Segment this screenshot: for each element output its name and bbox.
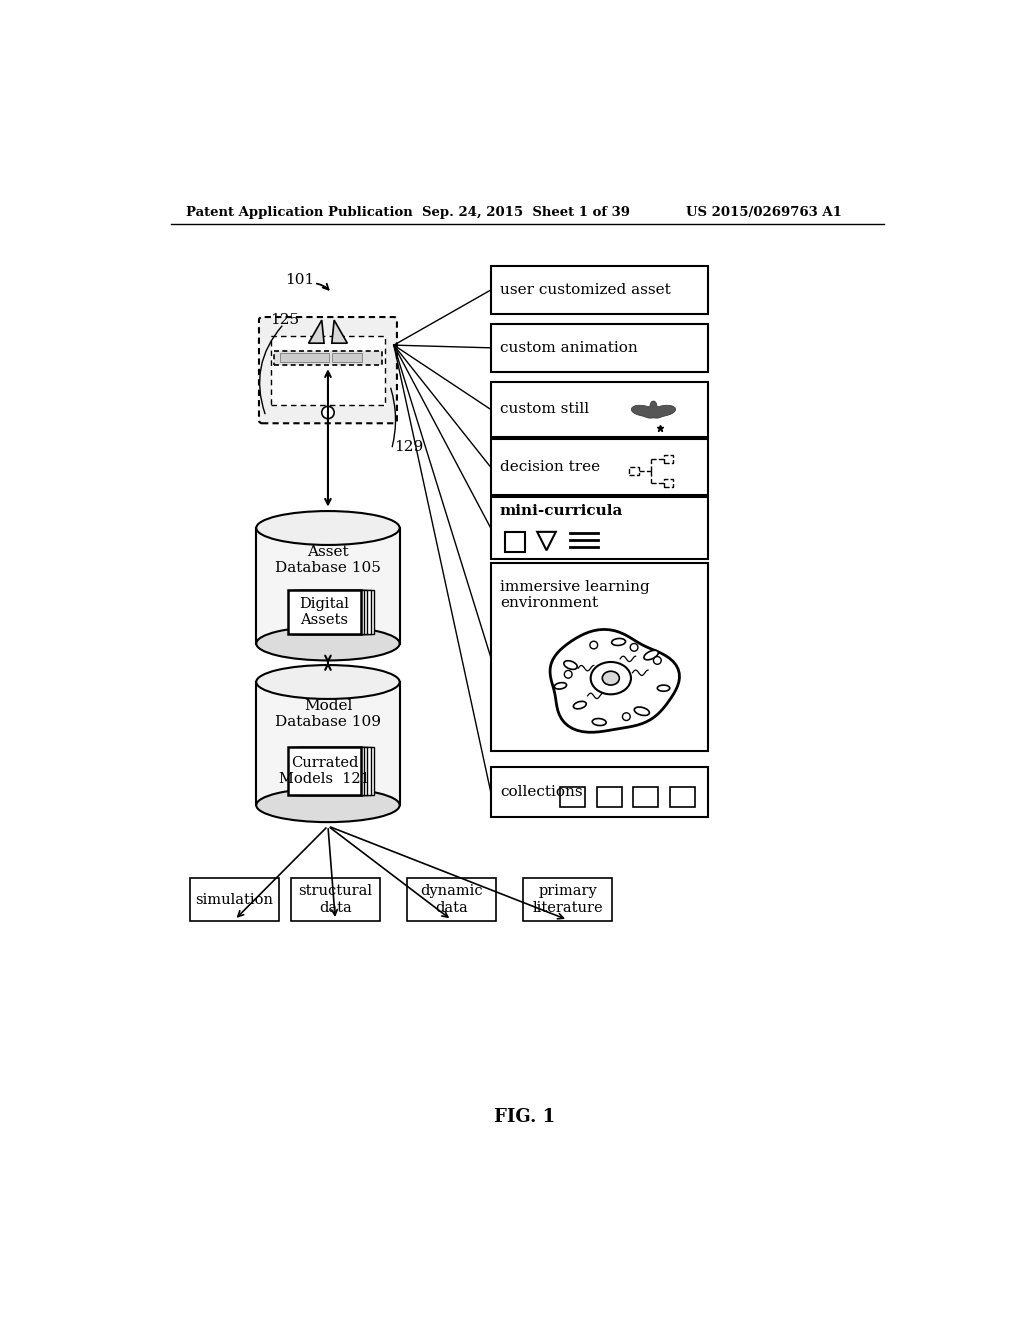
Text: collections: collections (500, 784, 583, 799)
Polygon shape (550, 630, 680, 733)
Bar (630, 467, 639, 475)
Circle shape (653, 656, 662, 664)
Bar (294, 590, 368, 635)
Bar (332, 354, 362, 363)
Text: 101: 101 (286, 273, 314, 286)
Ellipse shape (564, 661, 578, 669)
Text: decision tree: decision tree (500, 461, 600, 474)
Circle shape (630, 644, 638, 651)
Ellipse shape (611, 639, 626, 645)
Ellipse shape (256, 788, 399, 822)
Bar (597, 787, 622, 807)
Text: FIG. 1: FIG. 1 (495, 1107, 555, 1126)
Bar (670, 787, 694, 807)
Bar (490, 381, 708, 437)
Ellipse shape (256, 511, 399, 545)
Text: custom still: custom still (500, 403, 589, 416)
Ellipse shape (256, 665, 399, 700)
Text: Digital
Assets: Digital Assets (300, 597, 349, 627)
Ellipse shape (602, 672, 620, 685)
Bar (294, 747, 368, 795)
Text: user customized asset: user customized asset (500, 282, 671, 297)
Bar (407, 878, 496, 921)
Text: simulation: simulation (196, 892, 273, 907)
Text: structural
data: structural data (298, 884, 373, 915)
Ellipse shape (634, 708, 649, 715)
Bar (490, 440, 708, 495)
Bar (256, 528, 399, 644)
FancyBboxPatch shape (259, 317, 397, 424)
Text: Model
Database 109: Model Database 109 (275, 700, 381, 729)
Ellipse shape (591, 663, 631, 694)
Bar (490, 498, 708, 558)
Bar (288, 590, 361, 635)
Text: mini-curricula: mini-curricula (500, 504, 624, 517)
Bar (291, 747, 365, 795)
Bar (300, 747, 374, 795)
Polygon shape (308, 321, 324, 343)
Bar (273, 351, 382, 364)
Text: custom animation: custom animation (500, 341, 638, 355)
Circle shape (590, 642, 598, 649)
Text: dynamic
data: dynamic data (420, 884, 483, 915)
Bar (490, 562, 708, 751)
Polygon shape (538, 532, 556, 550)
Text: Asset
Database 105: Asset Database 105 (275, 545, 381, 576)
Text: primary
literature: primary literature (532, 884, 603, 915)
Bar (560, 787, 586, 807)
Text: Currated
Models  121: Currated Models 121 (280, 756, 370, 787)
Bar (300, 590, 374, 635)
Bar (271, 335, 385, 405)
Text: 125: 125 (270, 313, 299, 327)
Bar (664, 479, 673, 487)
Text: US 2015/0269763 A1: US 2015/0269763 A1 (686, 206, 842, 219)
Bar (523, 878, 612, 921)
Bar (256, 682, 399, 805)
Bar (280, 354, 329, 363)
Text: immersive learning
environment: immersive learning environment (500, 579, 650, 610)
Polygon shape (632, 401, 676, 418)
Text: Patent Application Publication: Patent Application Publication (186, 206, 413, 219)
Polygon shape (332, 321, 347, 343)
Circle shape (623, 713, 630, 721)
Ellipse shape (256, 627, 399, 660)
Bar (291, 878, 380, 921)
Bar (291, 590, 365, 635)
Bar (664, 455, 673, 462)
Text: 129: 129 (394, 440, 423, 454)
Ellipse shape (573, 701, 587, 709)
Text: Sep. 24, 2015  Sheet 1 of 39: Sep. 24, 2015 Sheet 1 of 39 (423, 206, 631, 219)
Ellipse shape (554, 682, 566, 689)
Bar (505, 532, 525, 552)
Bar (490, 767, 708, 817)
Circle shape (564, 671, 572, 678)
Ellipse shape (644, 651, 658, 660)
Ellipse shape (657, 685, 670, 692)
Bar (297, 747, 371, 795)
Bar (490, 267, 708, 314)
Bar (633, 787, 658, 807)
Bar (297, 590, 371, 635)
Bar (490, 323, 708, 372)
Bar (190, 878, 280, 921)
Bar (288, 747, 361, 795)
Circle shape (322, 407, 334, 418)
Ellipse shape (592, 718, 606, 726)
